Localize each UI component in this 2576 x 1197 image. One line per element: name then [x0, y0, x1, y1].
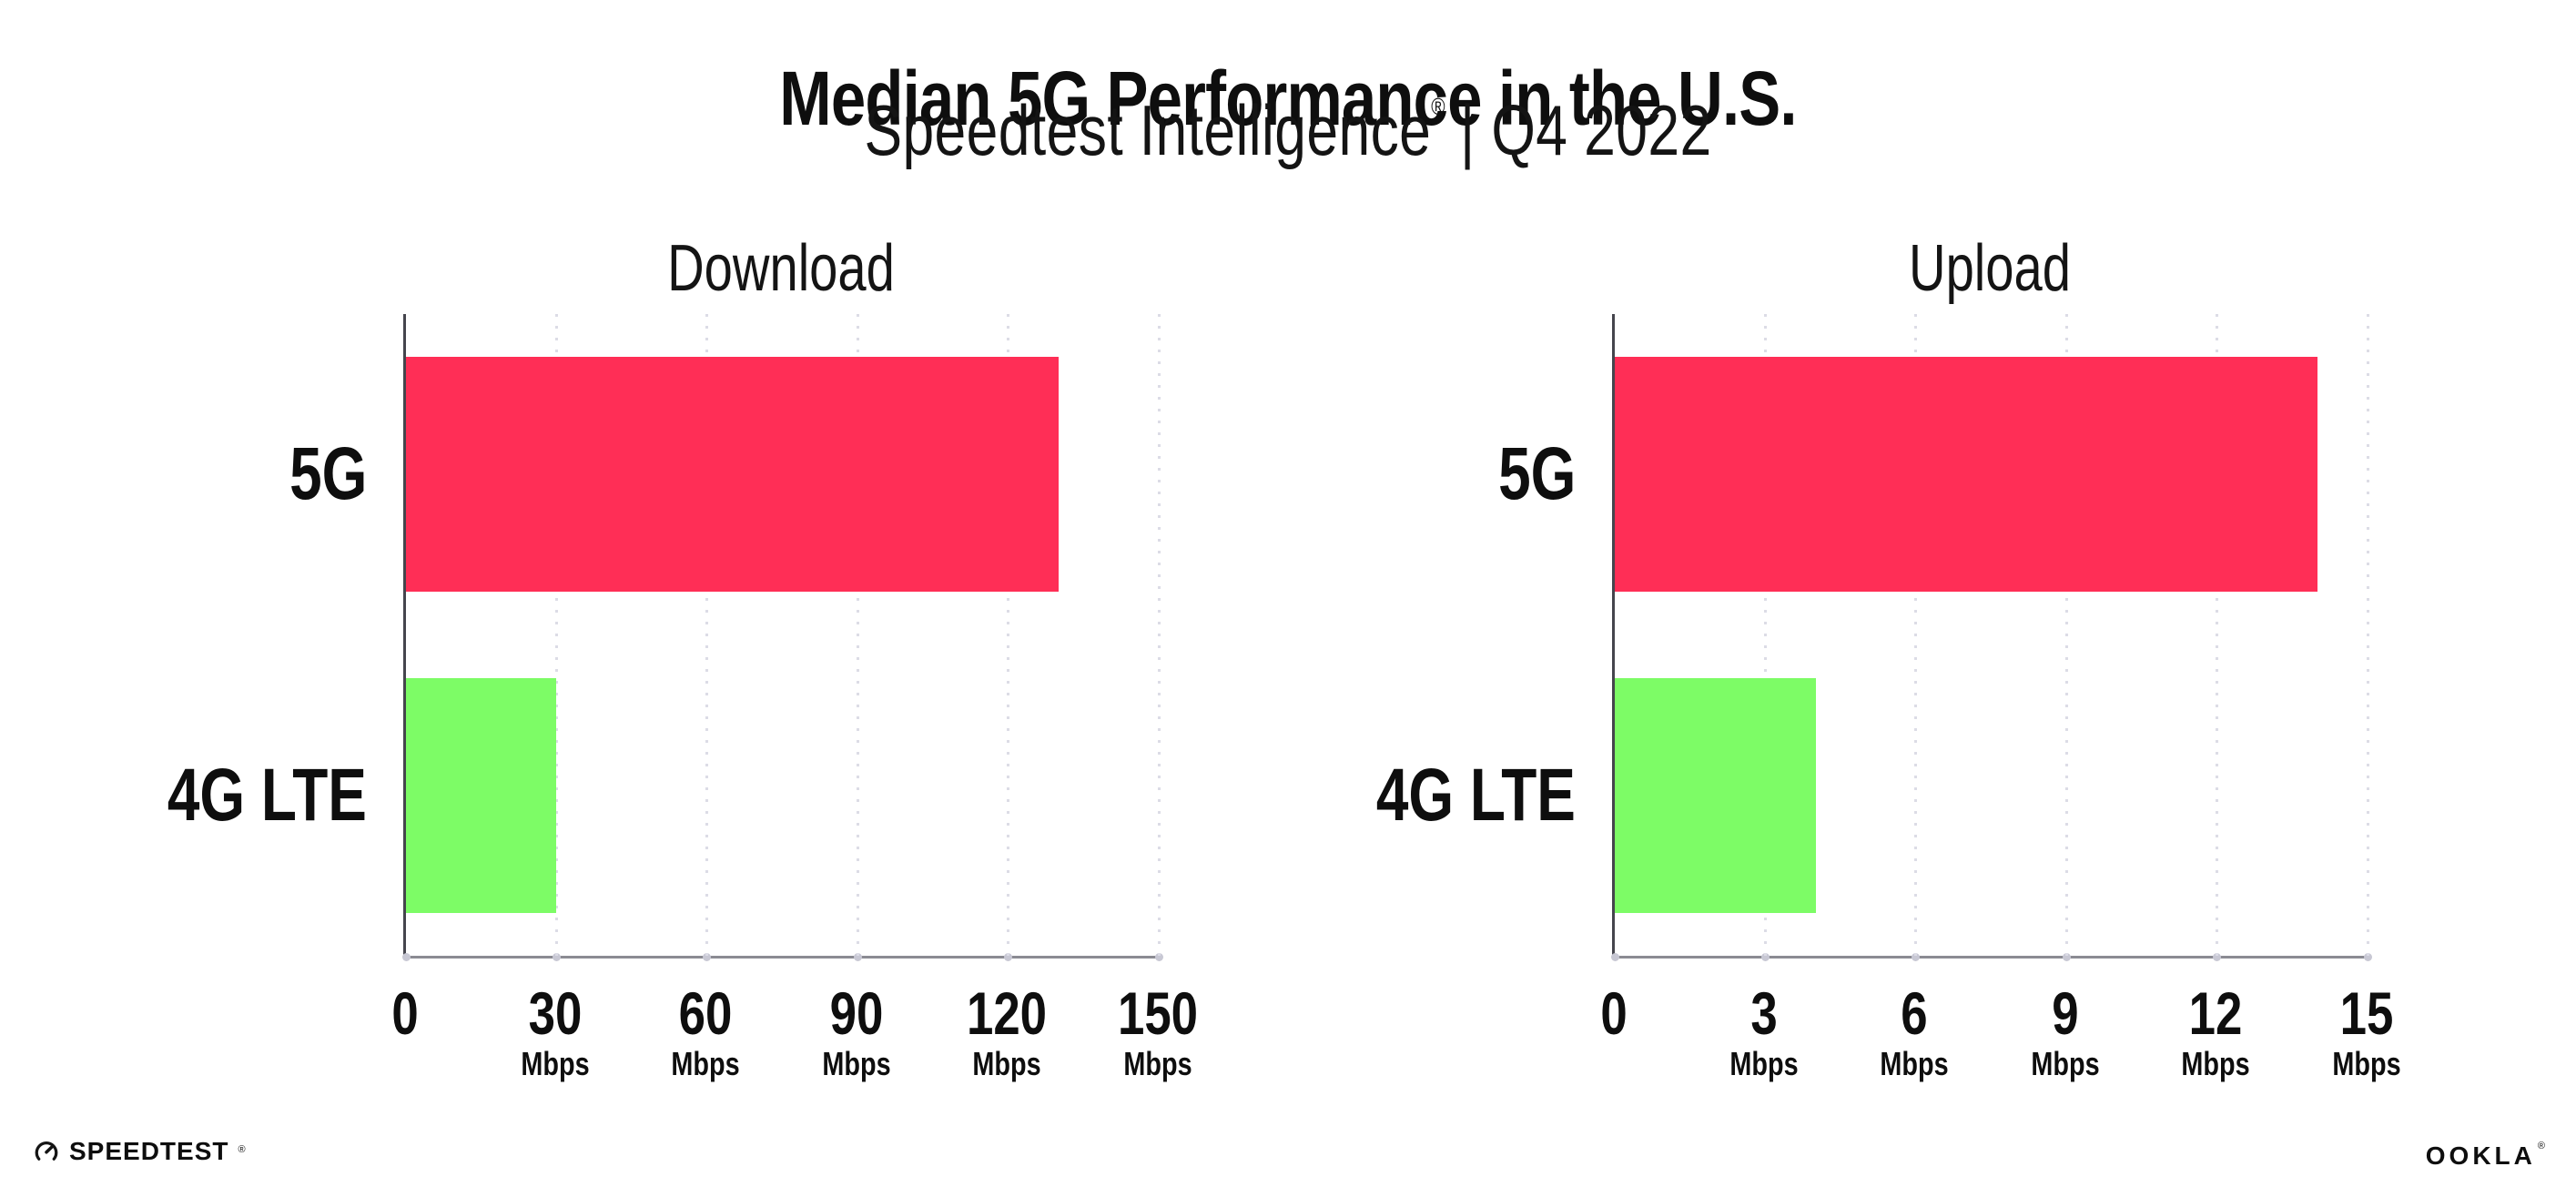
- x-tick-unit: Mbps: [1122, 1045, 1192, 1082]
- x-tick: 60 Mbps: [671, 979, 740, 1082]
- plot-area: [401, 314, 1163, 961]
- speedtest-logo: SPEEDTEST ®: [33, 1138, 246, 1165]
- speedtest-registered-mark: ®: [238, 1143, 246, 1155]
- axis-tick-dot: [401, 953, 411, 961]
- x-tick-unit: Mbps: [2331, 1045, 2401, 1082]
- download-chart: Download 0 30 Mbps 60 Mbps 90 Mbps 120 Mbps 150 Mb…: [167, 236, 1198, 1080]
- gridline: [1914, 314, 1918, 956]
- x-tick-value: 6: [1901, 979, 1928, 1047]
- x-tick-value: 3: [1750, 979, 1778, 1047]
- axis-tick-dot: [1760, 953, 1770, 961]
- x-tick: 30 Mbps: [521, 979, 590, 1082]
- x-tick: 3 Mbps: [1729, 979, 1799, 1082]
- plot-area: [1610, 314, 2372, 961]
- upload-chart-title: Upload: [1909, 232, 2071, 305]
- x-tick-value: 15: [2339, 979, 2393, 1047]
- x-tick: 15 Mbps: [2331, 979, 2401, 1082]
- gridline: [2064, 314, 2068, 956]
- gridline: [1157, 314, 1161, 956]
- speedtest-wordmark: SPEEDTEST: [69, 1137, 229, 1165]
- x-tick-value: 150: [1117, 979, 1198, 1047]
- x-tick-unit: Mbps: [972, 1045, 1041, 1082]
- x-tick: 90 Mbps: [822, 979, 891, 1082]
- subtitle-period: | Q4 2022: [1460, 90, 1712, 170]
- gridline: [1763, 314, 1767, 956]
- x-tick: 0: [390, 979, 419, 1047]
- x-tick-value: 12: [2188, 979, 2243, 1047]
- x-tick-value: 120: [967, 979, 1048, 1047]
- axis-tick-dot: [1610, 953, 1619, 961]
- gridline: [1007, 314, 1010, 956]
- gridline: [2216, 314, 2219, 956]
- x-tick-unit: Mbps: [671, 1045, 740, 1082]
- download-chart-title: Download: [667, 232, 895, 305]
- category-label: 5G: [289, 432, 367, 516]
- gridline: [856, 314, 859, 956]
- upload-chart: Upload 0 3 Mbps 6 Mbps 9 Mbps 12 Mbps 15 Mbps 5G 4G …: [1376, 236, 2400, 1080]
- page-title: Median 5G Performance in the U.S.: [779, 56, 1797, 142]
- x-tick: 12 Mbps: [2181, 979, 2250, 1082]
- x-tick-value: 0: [1599, 979, 1628, 1047]
- ookla-registered-mark: ®: [2537, 1141, 2545, 1151]
- registered-mark: ®: [1431, 93, 1446, 120]
- x-tick: 9 Mbps: [2031, 979, 2100, 1082]
- speedtest-gauge-icon: [35, 1141, 58, 1161]
- x-tick-unit: Mbps: [2181, 1045, 2250, 1082]
- subtitle-brand: Speedtest Intelligence: [864, 90, 1432, 170]
- axis-tick-dot: [1912, 953, 1921, 961]
- axis-tick-dot: [703, 953, 712, 961]
- bar-5g: [406, 357, 1059, 593]
- gridline: [554, 314, 558, 956]
- bar-5g: [1615, 357, 2317, 593]
- x-tick: 120 Mbps: [967, 979, 1048, 1082]
- x-tick: 150 Mbps: [1117, 979, 1198, 1082]
- axis-tick-dot: [1154, 953, 1163, 961]
- x-tick-value: 90: [829, 979, 884, 1047]
- gridline: [705, 314, 709, 956]
- x-tick-unit: Mbps: [822, 1045, 891, 1082]
- category-label: 4G LTE: [1375, 753, 1576, 837]
- x-tick-value: 30: [528, 979, 583, 1047]
- gridline: [2366, 314, 2369, 956]
- x-tick: 0: [1599, 979, 1628, 1047]
- axis-tick-dot: [2213, 953, 2222, 961]
- x-tick-value: 9: [2052, 979, 2079, 1047]
- bar-4g-lte: [406, 677, 557, 913]
- x-tick-unit: Mbps: [1729, 1045, 1799, 1082]
- axis-tick-dot: [2363, 953, 2372, 961]
- ookla-wordmark: OOKLA: [2425, 1141, 2536, 1170]
- axis-tick-dot: [853, 953, 862, 961]
- x-tick-unit: Mbps: [521, 1045, 590, 1082]
- page-subtitle: Speedtest Intelligence® | Q4 2022: [258, 93, 2318, 168]
- category-label: 4G LTE: [167, 753, 367, 837]
- axis-tick-dot: [2062, 953, 2071, 961]
- axis-tick-dot: [552, 953, 561, 961]
- axis-tick-dot: [1004, 953, 1013, 961]
- x-tick-unit: Mbps: [1880, 1045, 1949, 1082]
- x-tick-unit: Mbps: [2031, 1045, 2100, 1082]
- ookla-logo: OOKLA ®: [2425, 1141, 2545, 1170]
- x-tick-value: 0: [390, 979, 419, 1047]
- bar-4g-lte: [1615, 677, 1816, 913]
- x-tick-value: 60: [678, 979, 733, 1047]
- category-label: 5G: [1497, 432, 1576, 516]
- x-tick: 6 Mbps: [1880, 979, 1949, 1082]
